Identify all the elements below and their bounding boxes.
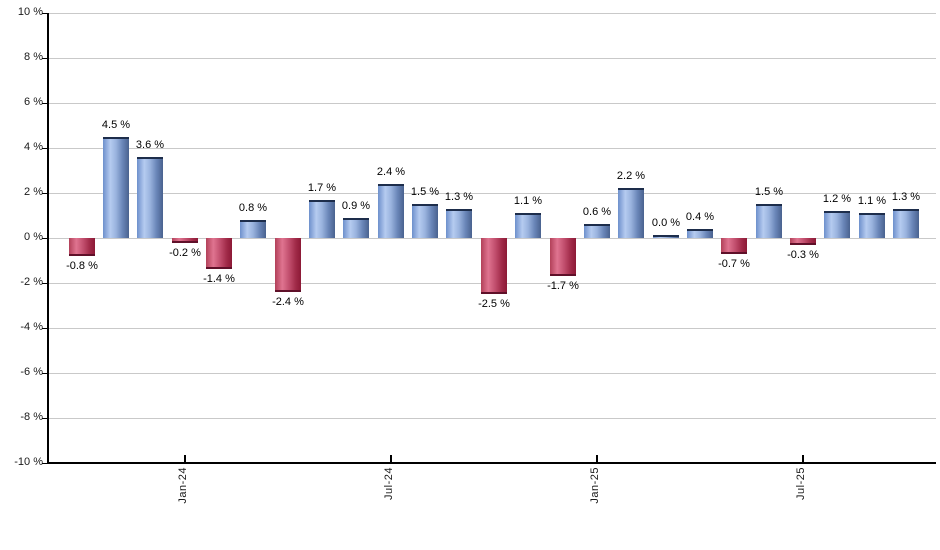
x-tick-label: Jul-25 xyxy=(795,467,807,500)
bar-positive[interactable] xyxy=(653,235,679,238)
bar-positive[interactable] xyxy=(309,200,335,238)
y-tick xyxy=(42,58,47,59)
y-tick-label: 6 % xyxy=(24,96,43,108)
bar-value-label: -1.4 % xyxy=(203,273,235,285)
bar-positive[interactable] xyxy=(103,137,129,238)
bar-negative[interactable] xyxy=(275,238,301,292)
bar-value-label: -0.7 % xyxy=(718,258,750,270)
bar-value-label: 0.8 % xyxy=(238,202,268,214)
bar-negative[interactable] xyxy=(206,238,232,269)
bar-positive[interactable] xyxy=(859,213,885,238)
x-tick xyxy=(390,455,392,463)
bar-value-label: 1.2 % xyxy=(822,193,852,205)
y-tick-label: -6 % xyxy=(20,366,43,378)
gridline xyxy=(48,58,936,59)
bar-value-label: -2.5 % xyxy=(478,298,510,310)
gridline xyxy=(48,148,936,149)
y-tick xyxy=(42,193,47,194)
bar-positive[interactable] xyxy=(378,184,404,238)
gridline xyxy=(48,328,936,329)
y-tick-label: -10 % xyxy=(14,456,43,468)
bar-positive[interactable] xyxy=(343,218,369,238)
bar-positive[interactable] xyxy=(446,209,472,238)
bar-value-label: 2.4 % xyxy=(376,166,406,178)
bar-positive[interactable] xyxy=(137,157,163,238)
bar-positive[interactable] xyxy=(687,229,713,238)
bar-value-label: -2.4 % xyxy=(272,296,304,308)
gridline xyxy=(48,103,936,104)
gridline xyxy=(48,193,936,194)
bar-value-label: 1.5 % xyxy=(410,186,440,198)
x-axis-line xyxy=(47,462,936,464)
bar-value-label: 0.6 % xyxy=(582,206,612,218)
bar-positive[interactable] xyxy=(515,213,541,238)
bar-value-label: 4.5 % xyxy=(101,119,131,131)
bar-positive[interactable] xyxy=(240,220,266,238)
x-tick-label: Jan-24 xyxy=(177,467,189,504)
bar-negative[interactable] xyxy=(550,238,576,276)
bar-value-label: 1.3 % xyxy=(891,191,921,203)
y-axis-line xyxy=(47,13,49,464)
y-tick xyxy=(42,418,47,419)
y-tick-label: -2 % xyxy=(20,276,43,288)
gridline xyxy=(48,373,936,374)
bar-negative[interactable] xyxy=(69,238,95,256)
bar-value-label: 0.0 % xyxy=(651,217,681,229)
bar-positive[interactable] xyxy=(824,211,850,238)
y-tick-label: 2 % xyxy=(24,186,43,198)
y-tick-label: 0 % xyxy=(24,231,43,243)
bar-positive[interactable] xyxy=(618,188,644,238)
bar-negative[interactable] xyxy=(172,238,198,243)
y-tick xyxy=(42,463,47,464)
y-tick xyxy=(42,373,47,374)
y-tick xyxy=(42,238,47,239)
x-tick xyxy=(184,455,186,463)
gridline xyxy=(48,418,936,419)
bar-value-label: -0.8 % xyxy=(66,260,98,272)
bar-value-label: 2.2 % xyxy=(616,170,646,182)
bar-negative[interactable] xyxy=(790,238,816,245)
x-tick xyxy=(596,455,598,463)
y-tick xyxy=(42,148,47,149)
y-tick-label: 8 % xyxy=(24,51,43,63)
y-tick-label: 4 % xyxy=(24,141,43,153)
bar-negative[interactable] xyxy=(721,238,747,254)
bar-value-label: 1.7 % xyxy=(307,182,337,194)
x-tick-label: Jul-24 xyxy=(383,467,395,500)
y-tick xyxy=(42,283,47,284)
bar-value-label: 1.5 % xyxy=(754,186,784,198)
bar-value-label: 1.1 % xyxy=(857,195,887,207)
bar-positive[interactable] xyxy=(412,204,438,238)
bar-value-label: 0.9 % xyxy=(341,200,371,212)
bar-value-label: -1.7 % xyxy=(547,280,579,292)
bar-negative[interactable] xyxy=(481,238,507,294)
bar-value-label: 3.6 % xyxy=(135,139,165,151)
bar-value-label: 1.1 % xyxy=(513,195,543,207)
bar-value-label: -0.3 % xyxy=(787,249,819,261)
bar-positive[interactable] xyxy=(893,209,919,238)
bar-positive[interactable] xyxy=(584,224,610,238)
gridline xyxy=(48,13,936,14)
y-tick-label: -4 % xyxy=(20,321,43,333)
y-tick-label: 10 % xyxy=(17,6,43,18)
bar-value-label: 1.3 % xyxy=(444,191,474,203)
bar-value-label: 0.4 % xyxy=(685,211,715,223)
x-tick-label: Jan-25 xyxy=(589,467,601,504)
bar-value-label: -0.2 % xyxy=(169,247,201,259)
x-tick xyxy=(802,455,804,463)
y-tick xyxy=(42,328,47,329)
y-tick-label: -8 % xyxy=(20,411,43,423)
y-tick xyxy=(42,103,47,104)
y-tick xyxy=(42,13,47,14)
bar-positive[interactable] xyxy=(756,204,782,238)
